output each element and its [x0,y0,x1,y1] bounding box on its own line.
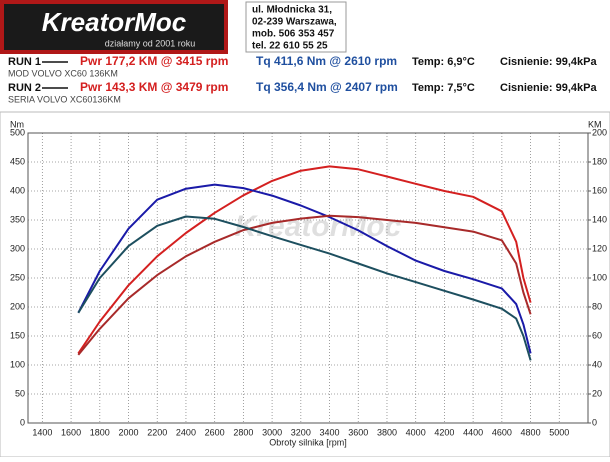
x-tick-label: 2800 [233,427,253,437]
x-tick-label: 4200 [434,427,454,437]
y2-tick-label: 0 [592,417,597,427]
y2-tick-label: 180 [592,156,607,166]
y2-tick-label: 80 [592,301,602,311]
y-tick-label: 500 [10,127,25,137]
x-tick-label: 4600 [492,427,512,437]
y2-tick-label: 20 [592,388,602,398]
x-tick-label: 3200 [291,427,311,437]
torque-summary: Tq 411,6 Nm @ 2610 rpm [256,54,397,68]
logo-inner [4,4,224,50]
address-line: tel. 22 610 55 25 [252,41,328,52]
x-tick-label: 2200 [147,427,167,437]
x-axis-label: Obroty silnika [rpm] [269,437,347,447]
plot-area [27,132,589,424]
x-tick-label: 2600 [205,427,225,437]
y2-tick-label: 40 [592,359,602,369]
curve [77,165,532,354]
curve [77,214,532,356]
y2-tick-label: 60 [592,330,602,340]
y-axis-label: Nm [10,119,24,129]
run-label: RUN 2 [8,82,41,94]
torque-summary: Tq 356,4 Nm @ 2407 rpm [256,80,398,94]
power-summary: Pwr 177,2 KM @ 3415 rpm [80,54,228,68]
pressure: Cisnienie: 99,4kPa [500,82,597,94]
y2-axis-label: KM [588,119,602,129]
y2-tick-label: 120 [592,243,607,253]
y-tick-label: 0 [20,417,25,427]
curve [77,215,532,361]
temperature: Temp: 7,5°C [412,82,475,94]
temperature: Temp: 6,9°C [412,56,475,68]
x-tick-label: 4800 [521,427,541,437]
address-box [245,1,347,53]
x-tick-label: 5000 [549,427,569,437]
car-name: SERIA VOLVO XC60136KM [8,94,121,104]
y-tick-label: 150 [10,330,25,340]
y-tick-label: 400 [10,185,25,195]
y-tick-label: 200 [10,301,25,311]
power-summary: Pwr 143,3 KM @ 3479 rpm [80,80,228,94]
run-label: RUN 1 [8,56,41,68]
y2-tick-label: 140 [592,214,607,224]
y-tick-label: 50 [15,388,25,398]
x-tick-label: 2000 [118,427,138,437]
x-tick-label: 3600 [348,427,368,437]
address-line: ul. Młodnicka 31, [252,5,332,16]
pressure: Cisnienie: 99,4kPa [500,56,597,68]
y2-tick-label: 100 [592,272,607,282]
car-name: MOD VOLVO XC60 136KM [8,68,118,78]
x-tick-label: 1600 [61,427,81,437]
address-line: mob. 506 353 457 [252,29,335,40]
address-line: 02-239 Warszawa, [252,17,337,28]
tagline: działamy od 2001 roku [105,38,196,48]
logo: KreatorMoc [42,7,187,37]
curve [77,183,532,354]
x-tick-label: 4000 [406,427,426,437]
x-tick-label: 1400 [32,427,52,437]
x-tick-label: 1800 [90,427,110,437]
x-tick-label: 4400 [463,427,483,437]
chart-frame [0,111,610,458]
y-tick-label: 450 [10,156,25,166]
y-tick-label: 300 [10,243,25,253]
x-tick-label: 3400 [320,427,340,437]
x-tick-label: 2400 [176,427,196,437]
y-tick-label: 350 [10,214,25,224]
watermark: KreatorMoc [235,210,402,243]
y-tick-label: 100 [10,359,25,369]
y2-tick-label: 200 [592,127,607,137]
y2-tick-label: 160 [592,185,607,195]
y-tick-label: 250 [10,272,25,282]
x-tick-label: 3000 [262,427,282,437]
x-tick-label: 3800 [377,427,397,437]
